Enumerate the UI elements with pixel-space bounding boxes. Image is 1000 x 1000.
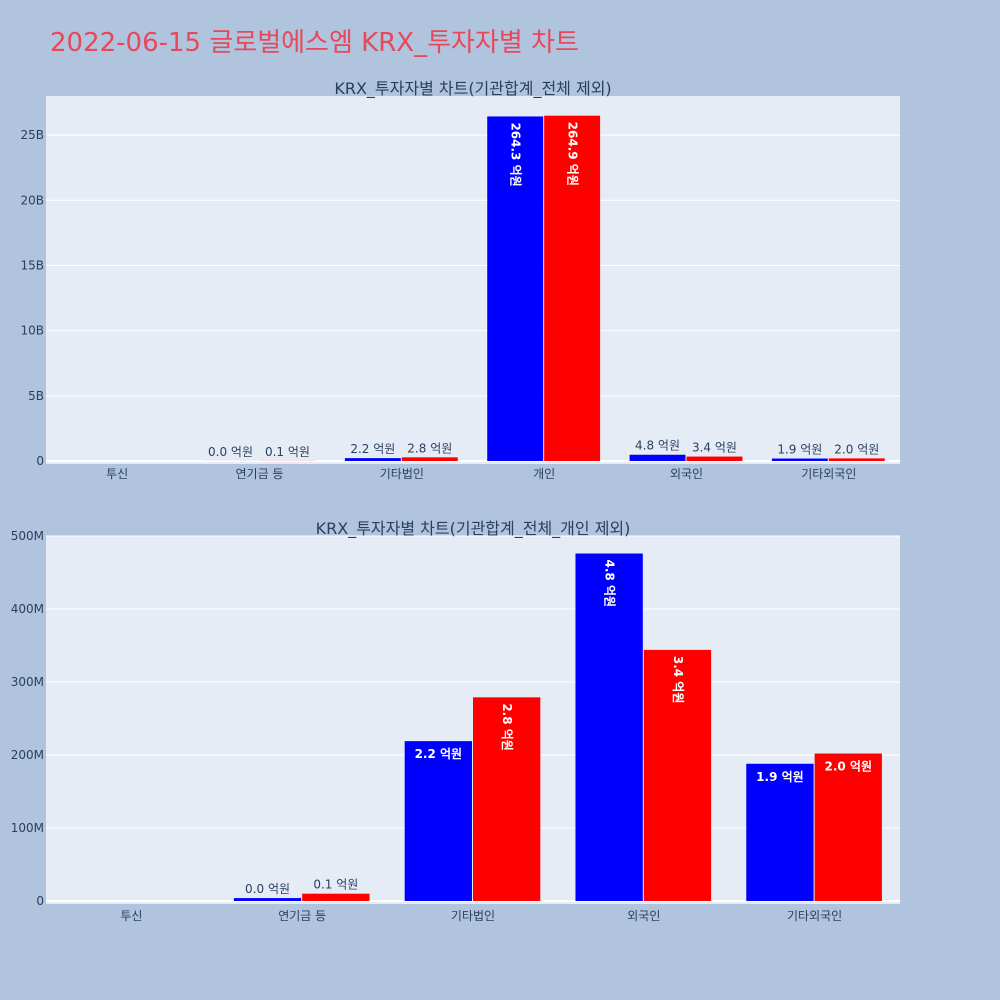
- x-tick-label: 투신: [106, 467, 128, 481]
- y-tick-label: 500M: [11, 529, 44, 543]
- bar: [404, 741, 472, 901]
- y-tick-label: 400M: [11, 602, 44, 616]
- bar: [487, 116, 544, 462]
- y-tick-label: 300M: [11, 675, 44, 689]
- y-tick-label: 20B: [20, 193, 44, 207]
- bar-label: 2.2 억원: [350, 442, 395, 456]
- bar: [686, 456, 743, 461]
- bar-label: 3.4 억원: [671, 656, 685, 704]
- y-tick-label: 10B: [20, 324, 44, 338]
- bar-label: 0.0 억원: [208, 445, 253, 459]
- y-tick-label: 100M: [11, 821, 44, 835]
- bar: [344, 458, 401, 461]
- bar-label: 2.0 억원: [824, 760, 872, 774]
- x-tick-label: 기타법인: [451, 909, 495, 923]
- bar-label: 0.0 억원: [245, 882, 290, 896]
- bar-label: 264.9 억원: [566, 122, 580, 186]
- x-tick-label: 외국인: [670, 467, 703, 481]
- y-tick-label: 15B: [20, 258, 44, 272]
- plot-area: [46, 96, 900, 464]
- bar-label: 2.8 억원: [500, 703, 514, 751]
- x-tick-label: 기타외국인: [801, 467, 856, 481]
- bar-label: 3.4 억원: [692, 441, 737, 455]
- chart-title: KRX_투자자별 차트(기관합계_전체 제외): [334, 79, 611, 99]
- bar: [629, 454, 686, 461]
- bar: [575, 553, 643, 901]
- y-tick-label: 25B: [20, 128, 44, 142]
- y-tick-label: 200M: [11, 748, 44, 762]
- bar: [746, 763, 814, 901]
- x-tick-label: 투신: [120, 909, 142, 923]
- bar-label: 264.3 억원: [509, 122, 523, 186]
- x-tick-label: 외국인: [627, 909, 660, 923]
- page-title: 2022-06-15 글로벌에스엠 KRX_투자자별 차트: [50, 28, 579, 58]
- chart-except-institutions-individuals: 0 100M 200M 300M 400M 500M KRX_투자자별 차트(기관합계_전체…: [11, 519, 900, 923]
- bar: [401, 457, 458, 461]
- bar-label: 4.8 억원: [603, 560, 617, 608]
- chart-title: KRX_투자자별 차트(기관합계_전체_개인 제외): [316, 519, 631, 539]
- bar-label: 2.2 억원: [415, 747, 463, 761]
- x-tick-label: 개인: [533, 467, 555, 481]
- bar: [544, 115, 601, 461]
- bar: [814, 753, 882, 901]
- x-tick-label: 기타외국인: [787, 909, 842, 923]
- y-tick-label: 5B: [28, 389, 44, 403]
- bar: [643, 649, 712, 901]
- y-tick-label: 0: [36, 454, 44, 468]
- bar-label: 1.9 억원: [777, 443, 822, 457]
- x-tick-label: 연기금 등: [278, 909, 326, 923]
- bar: [302, 893, 370, 901]
- bar-label: 0.1 억원: [313, 878, 358, 892]
- y-tick-label: 0: [36, 894, 44, 908]
- bar: [233, 898, 302, 901]
- bar: [473, 697, 541, 901]
- bar: [828, 458, 885, 461]
- x-tick-label: 연기금 등: [236, 467, 284, 481]
- x-tick-label: 기타법인: [380, 467, 424, 481]
- chart-all-except-institutions: 0 5B 10B 15B 20B 25B KRX_투자자별 차트(기관합계_전체 제외) 투신…: [20, 79, 900, 481]
- bar-label: 2.0 억원: [834, 442, 879, 456]
- bar-label: 1.9 억원: [756, 770, 804, 784]
- bar-label: 0.1 억원: [265, 445, 310, 459]
- bar-label: 4.8 억원: [635, 439, 680, 453]
- bar: [771, 458, 828, 461]
- bar-label: 2.8 억원: [407, 441, 452, 455]
